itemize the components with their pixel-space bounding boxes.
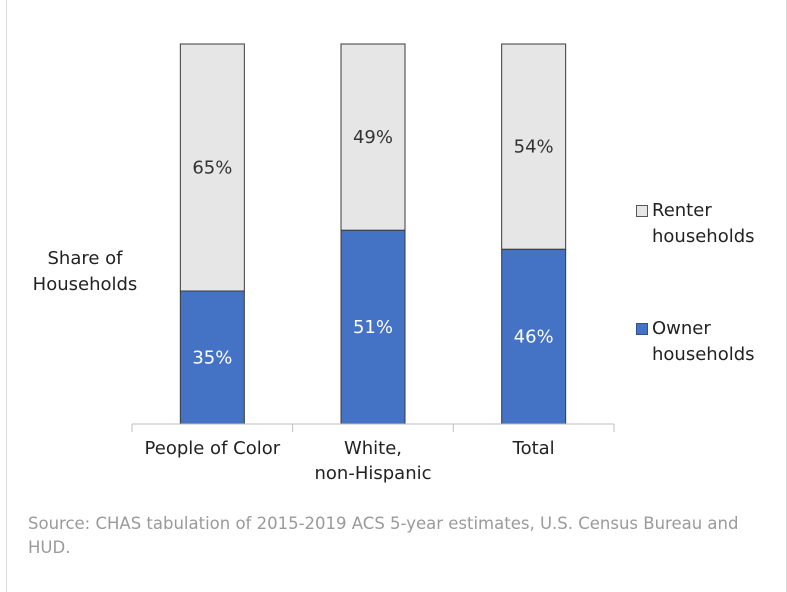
legend-item-renter: Renter households — [636, 198, 755, 250]
data-label-owner-2: 51% — [353, 317, 393, 338]
bar-owner-2 — [340, 229, 406, 425]
y-axis-label-line-2: Households — [32, 274, 138, 296]
data-label-renter-2: 49% — [353, 127, 393, 148]
legend-label-owner-line-1: Owner — [652, 318, 711, 339]
category-label-2-line-1: White, — [344, 438, 402, 459]
x-axis — [131, 423, 615, 432]
bar-renter-1 — [179, 43, 245, 292]
bars-group: 35% 65% 51% 49% 46% 54% — [179, 43, 567, 425]
bar-renter-2 — [340, 43, 406, 231]
category-labels: People of Color White, non-Hispanic Total — [145, 438, 555, 484]
data-label-renter-1: 65% — [192, 158, 232, 179]
legend-swatch-owner — [636, 323, 648, 335]
y-axis-label-line-1: Share of — [47, 248, 123, 269]
bar-renter-3 — [501, 43, 567, 250]
data-label-renter-3: 54% — [514, 137, 554, 158]
legend-item-owner: Owner households — [636, 316, 755, 368]
data-label-owner-3: 46% — [514, 327, 554, 348]
y-axis-label: Share of Households — [20, 246, 150, 298]
legend-swatch-renter — [636, 205, 648, 217]
legend-label-owner-line-2: households — [652, 344, 755, 366]
category-label-2-line-2: non-Hispanic — [315, 463, 432, 484]
data-label-owner-1: 35% — [192, 348, 232, 369]
source-note: Source: CHAS tabulation of 2015-2019 ACS… — [28, 514, 739, 557]
legend-label-renter-line-1: Renter — [652, 200, 712, 221]
legend-label-renter-line-2: households — [652, 226, 755, 248]
category-label-3: Total — [512, 438, 555, 459]
category-label-1: People of Color — [145, 438, 281, 459]
stacked-bar-chart: 35% 65% 51% 49% 46% 54% People of Color White,… — [131, 43, 615, 484]
